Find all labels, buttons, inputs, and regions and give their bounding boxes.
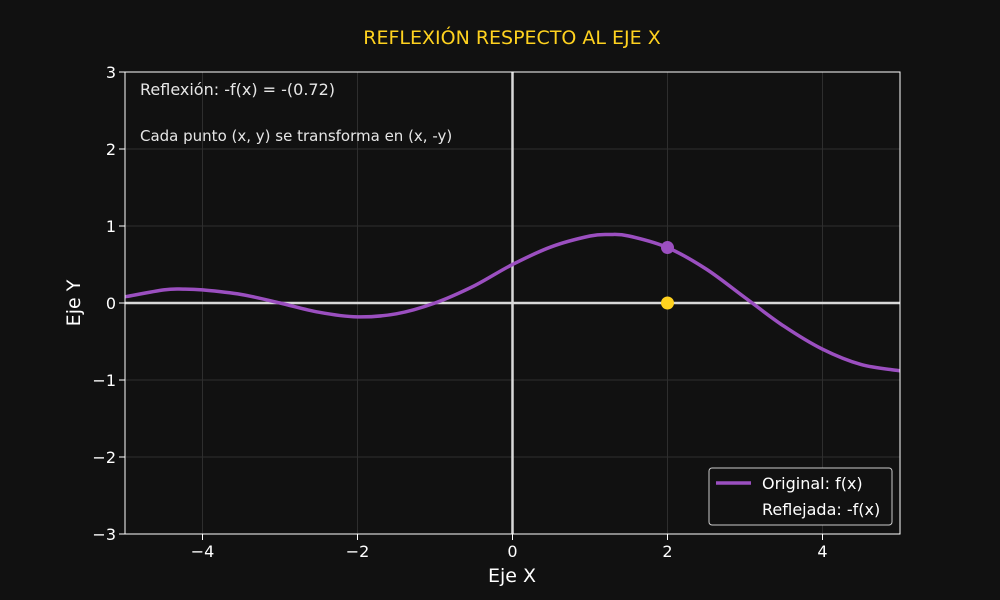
x-axis-title: Eje X (488, 565, 536, 587)
chart-title: REFLEXIÓN RESPECTO AL EJE X (363, 25, 660, 49)
y-tick-label: −1 (92, 371, 116, 390)
ticks: −4 −2 0 2 4 −3 −2 −1 0 1 2 3 (92, 63, 827, 561)
legend-box (708, 467, 893, 526)
y-tick-label: 0 (106, 294, 116, 313)
x-tick-label: 0 (507, 542, 517, 561)
x-tick-label: −2 (346, 542, 370, 561)
series (124, 232, 901, 373)
highlight-point-1 (661, 296, 674, 310)
y-axis-title: Eje Y (63, 279, 85, 326)
legend: Original: f(x) Reflejada: -f(x) (708, 467, 893, 526)
y-tick-label: 1 (106, 217, 116, 236)
series-line-0 (124, 232, 901, 373)
annotation-transform-rule: Cada punto (x, y) se transforma en (x, -… (140, 127, 452, 145)
y-tick-label: 3 (106, 63, 116, 82)
legend-label-original: Original: f(x) (762, 474, 863, 493)
annotation-reflection: Reflexión: -f(x) = -(0.72) (140, 80, 335, 99)
y-tick-label: −3 (92, 525, 116, 544)
x-tick-label: −4 (191, 542, 215, 561)
highlight-points (661, 241, 674, 310)
legend-label-reflected: Reflejada: -f(x) (762, 500, 880, 519)
axes-zero-lines (125, 72, 900, 534)
x-tick-label: 4 (817, 542, 827, 561)
y-tick-label: 2 (106, 140, 116, 159)
y-tick-label: −2 (92, 448, 116, 467)
x-tick-label: 2 (662, 542, 672, 561)
highlight-point-0 (661, 241, 674, 255)
